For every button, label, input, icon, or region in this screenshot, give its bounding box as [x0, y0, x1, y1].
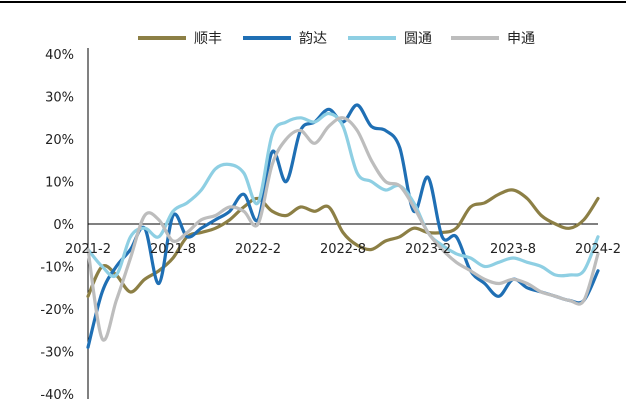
- legend-label: 圆通: [404, 31, 432, 47]
- x-tick-label: 2023-8: [490, 242, 536, 257]
- x-tick-label: 2021-8: [150, 242, 196, 257]
- y-tick-label: 0%: [53, 218, 74, 233]
- y-tick-label: 20%: [45, 133, 74, 148]
- legend-item-yunda: 韵达: [243, 31, 327, 47]
- series-line-shunfeng: [86, 188, 600, 298]
- x-tick-label: 2022-2: [235, 242, 281, 257]
- legend-label: 顺丰: [194, 31, 222, 47]
- series-layer: [86, 103, 600, 349]
- series-line-shentong: [86, 116, 600, 342]
- x-tick-label: 2021-2: [65, 242, 111, 257]
- x-tick-label: 2024-2: [575, 242, 621, 257]
- legend-item-yuantong: 圆通: [348, 31, 432, 47]
- x-tick-labels: 2021-2 2021-8 2022-2 2022-8 2023-2 2023-8 2024…: [65, 242, 621, 257]
- y-tick-label: -10%: [40, 261, 74, 276]
- y-tick-label: -30%: [40, 346, 74, 361]
- y-tick-label: -40%: [40, 388, 74, 399]
- y-tick-label: 10%: [45, 176, 74, 191]
- x-tick-label: 2022-8: [320, 242, 366, 257]
- y-tick-label: 30%: [45, 91, 74, 106]
- y-axis: 40% 30% 20% 10% 0% -10% -20% -30% -40%: [40, 48, 89, 399]
- series-line-yuantong: [86, 111, 600, 278]
- y-tick-label: -20%: [40, 303, 74, 318]
- x-tick-label: 2023-2: [405, 242, 451, 257]
- legend-item-shentong: 申通: [451, 31, 535, 47]
- legend-item-shunfeng: 顺丰: [138, 31, 222, 47]
- legend-label: 韵达: [299, 31, 327, 47]
- legend: 顺丰 韵达 圆通 申通: [138, 31, 535, 47]
- legend-label: 申通: [507, 31, 535, 47]
- y-tick-label: 40%: [45, 48, 74, 63]
